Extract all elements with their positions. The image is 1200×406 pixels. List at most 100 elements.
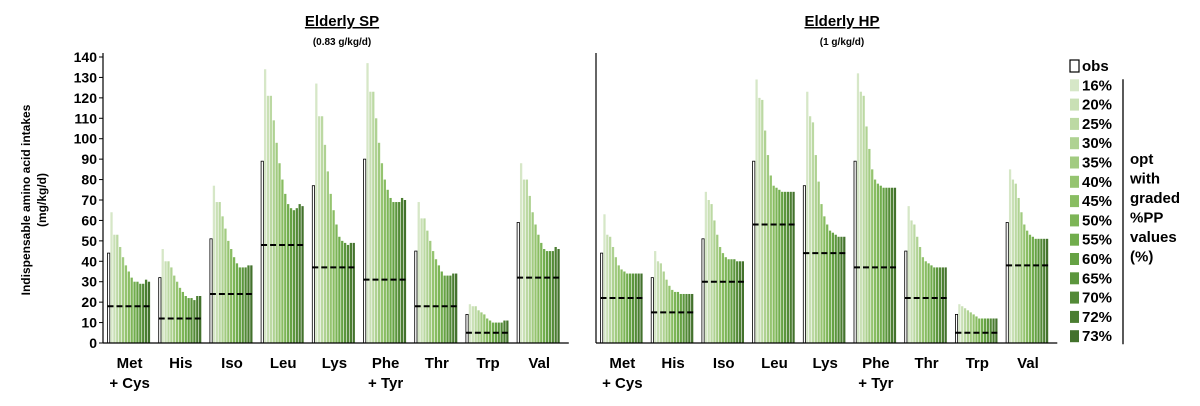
legend-label-73: 73%: [1082, 328, 1112, 345]
bar-trp-70: [989, 318, 992, 343]
bar-leu-70: [295, 208, 298, 343]
bar-lys-30: [323, 144, 327, 343]
bar-phe-tyr-20: [369, 91, 372, 343]
bar-phe-tyr-35: [377, 142, 381, 343]
bar-his-55: [184, 296, 187, 343]
bar-lys-30: [814, 155, 817, 343]
bar-thr-73: [944, 267, 947, 343]
bar-iso-65: [733, 259, 736, 343]
bar-leu-55: [778, 189, 781, 343]
bar-his-45: [178, 287, 182, 343]
bar-his-60: [679, 293, 682, 343]
bar-met-cys-70: [142, 283, 145, 343]
legend-swatch-60: [1070, 253, 1079, 265]
bar-leu-40: [769, 175, 772, 343]
bar-iso-50: [232, 257, 236, 343]
bar-val-65: [548, 251, 552, 343]
bar-lys-25: [811, 122, 815, 344]
bar-leu-45: [281, 179, 284, 343]
y-tick-label: 100: [74, 131, 98, 147]
panel-title-sp: Elderly SP: [305, 13, 379, 30]
bar-met-cys-72: [144, 279, 148, 343]
bar-met-cys-16: [110, 212, 113, 343]
bar-lys-50: [335, 224, 338, 343]
legend-label-60: 60%: [1082, 251, 1112, 268]
bar-met-cys-30: [119, 246, 122, 343]
category-label-his: His: [169, 355, 192, 372]
bar-val-55: [543, 249, 546, 343]
bar-val-50: [540, 242, 543, 343]
y-tick-label: 130: [74, 69, 98, 85]
bar-lys-72: [349, 242, 353, 343]
bar-his-16: [654, 251, 657, 343]
bar-his-55: [676, 291, 680, 343]
legend-swatch-30: [1070, 137, 1079, 150]
category-label-val: Val: [528, 355, 550, 372]
bar-met-cys-70: [634, 273, 637, 343]
bar-thr-30: [426, 230, 429, 343]
bar-leu-20: [758, 97, 761, 343]
bar-trp-obs: [955, 313, 959, 344]
bar-trp-72: [503, 320, 506, 343]
category-label-val: Val: [1017, 355, 1039, 372]
bar-iso-72: [738, 261, 742, 343]
bar-val-40: [534, 224, 537, 343]
bar-met-cys-60: [628, 273, 632, 343]
category-label-his: His: [661, 355, 684, 372]
bar-thr-obs: [904, 250, 908, 344]
panel-elderly-sp: 0 10 20 30 40 50 60 70 80 90 100 110 120 130 140 Met + C…: [74, 49, 569, 392]
bar-lys-60: [341, 240, 344, 343]
bar-thr-65: [446, 275, 449, 343]
bar-lys-35: [817, 181, 820, 343]
bar-val-73: [1045, 238, 1049, 343]
category-label-met-cys-line2: + Cys: [109, 375, 149, 392]
bar-leu-30: [272, 120, 275, 343]
bar-iso-25: [710, 204, 713, 343]
bar-leu-65: [783, 191, 787, 343]
bar-trp-73: [506, 320, 509, 343]
bar-thr-50: [927, 263, 930, 343]
bar-his-16: [161, 249, 164, 343]
bar-leu-25: [761, 99, 764, 344]
bar-phe-tyr-25: [862, 95, 865, 343]
bar-phe-tyr-50: [876, 183, 880, 343]
bar-met-cys-50: [130, 277, 133, 343]
legend-label-35: 35%: [1082, 155, 1112, 172]
y-tick-label: 40: [81, 253, 97, 269]
category-label-trp: Trp: [966, 355, 989, 372]
bar-met-cys-25: [609, 236, 612, 343]
bar-thr-40: [431, 251, 435, 343]
legend-label-30: 30%: [1082, 135, 1112, 152]
bar-thr-60: [443, 275, 446, 343]
legend-bracket-label: with: [1129, 171, 1160, 188]
bar-his-65: [190, 298, 193, 343]
bar-his-40: [668, 285, 671, 343]
bar-leu-50: [775, 187, 778, 343]
bar-trp-16: [468, 304, 472, 343]
bar-his-35: [665, 279, 668, 343]
bar-thr-50: [437, 265, 441, 343]
bar-thr-16: [907, 206, 910, 343]
legend-swatch-40: [1070, 175, 1079, 188]
bar-leu-35: [275, 142, 278, 343]
bar-his-25: [167, 261, 170, 343]
bar-lys-72: [840, 236, 843, 343]
bar-phe-tyr-72: [891, 187, 894, 343]
y-tick-label: 80: [81, 172, 97, 188]
bar-lys-73: [352, 242, 355, 343]
legend-bracket-label: (%): [1130, 249, 1153, 266]
bar-his-40: [175, 281, 179, 343]
bar-trp-40: [972, 314, 975, 343]
bar-trp-25: [963, 308, 967, 343]
bar-leu-60: [781, 191, 784, 343]
bar-met-cys-45: [620, 269, 623, 343]
bar-thr-73: [455, 273, 458, 343]
bar-leu-40: [278, 163, 281, 343]
category-label-met-cys: Met: [609, 355, 635, 372]
bar-iso-70: [244, 267, 247, 343]
bar-leu-73: [792, 191, 795, 343]
bar-trp-65: [986, 318, 989, 343]
bar-iso-40: [227, 240, 230, 343]
bar-iso-16: [704, 191, 707, 343]
bar-val-16: [519, 163, 523, 343]
